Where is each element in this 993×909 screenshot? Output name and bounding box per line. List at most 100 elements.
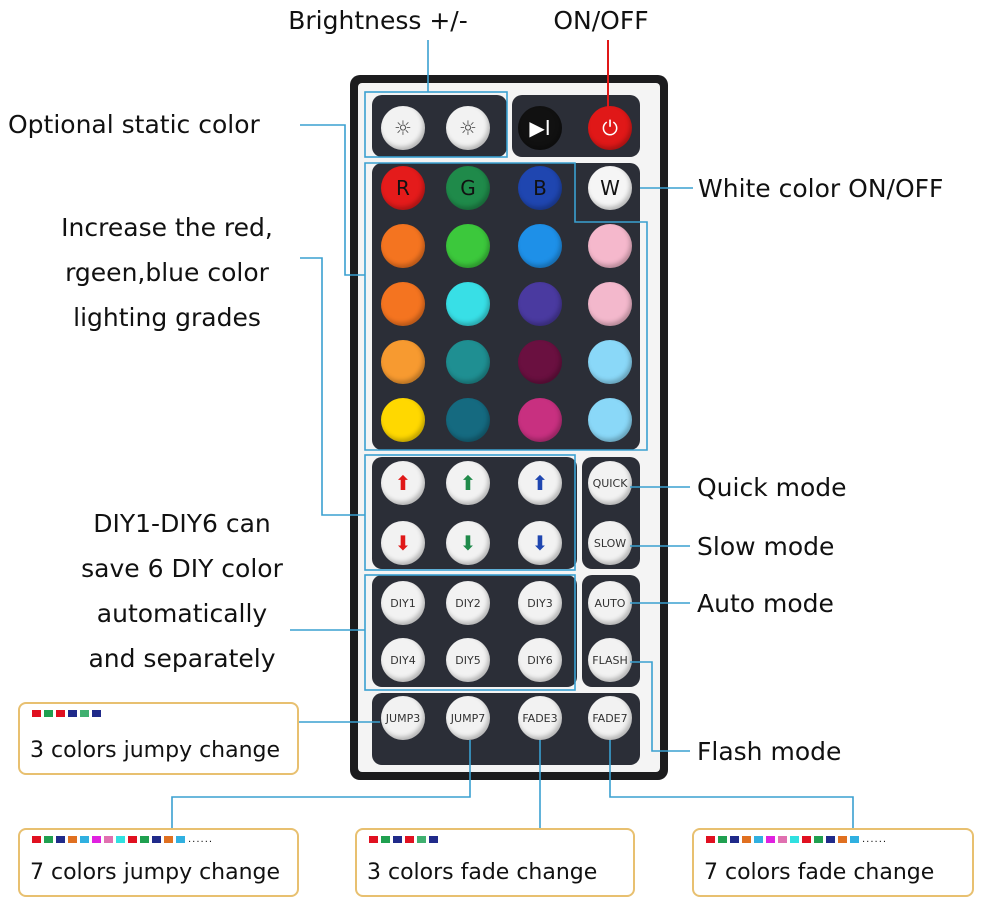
color-swatch xyxy=(56,710,65,717)
green-up-button[interactable]: ⬆ xyxy=(446,461,490,505)
color-swatch xyxy=(44,836,53,843)
c16-button[interactable] xyxy=(588,398,632,442)
blue-down-button[interactable]: ⬇ xyxy=(518,521,562,565)
color-swatch xyxy=(92,710,101,717)
box-text: 7 colors jumpy change xyxy=(30,860,281,885)
c4-button[interactable] xyxy=(588,224,632,268)
c2-button[interactable] xyxy=(446,224,490,268)
onoff-label: ON/OFF xyxy=(553,6,649,35)
color-swatch xyxy=(116,836,125,843)
green-button[interactable]: G xyxy=(446,166,490,210)
red-button[interactable]: R xyxy=(381,166,425,210)
green-down-button[interactable]: ⬇ xyxy=(446,521,490,565)
color-swatch xyxy=(405,836,414,843)
c15-button[interactable] xyxy=(518,398,562,442)
diy-label-1: DIY1-DIY6 can xyxy=(93,509,271,538)
color-swatch xyxy=(140,836,149,843)
increase-label-3: lighting grades xyxy=(73,303,261,332)
color-swatch xyxy=(32,836,41,843)
color-swatch xyxy=(850,836,859,843)
color-swatch xyxy=(32,710,41,717)
color-swatch xyxy=(838,836,847,843)
c10-button[interactable] xyxy=(446,340,490,384)
color-swatch xyxy=(92,836,101,843)
blue-up-button[interactable]: ⬆ xyxy=(518,461,562,505)
blue-button[interactable]: B xyxy=(518,166,562,210)
c6-button[interactable] xyxy=(446,282,490,326)
color-swatch xyxy=(44,710,53,717)
color-swatch xyxy=(80,710,89,717)
color-swatch xyxy=(790,836,799,843)
brightness-down-button[interactable]: ☼ xyxy=(446,106,490,150)
auto-label: Auto mode xyxy=(697,589,834,618)
diy4-button[interactable]: DIY4 xyxy=(381,638,425,682)
diy-label-2: save 6 DIY color xyxy=(81,554,283,583)
diy3-button[interactable]: DIY3 xyxy=(518,581,562,625)
brightness-up-button[interactable]: ☼ xyxy=(381,106,425,150)
fade3-button[interactable]: FADE3 xyxy=(518,696,562,740)
color-swatch xyxy=(56,836,65,843)
color-swatch xyxy=(429,836,438,843)
slow-label: Slow mode xyxy=(697,532,835,561)
diy-label-4: and separately xyxy=(88,644,276,673)
c14-button[interactable] xyxy=(446,398,490,442)
box-3-colors-jumpy: 3 colors jumpy change xyxy=(18,702,299,775)
remote-control: ☼ ☼ ▶I ⏻ R G B W ⬆ ⬆ ⬆ QUICK ⬇ ⬇ ⬇ SLOW DIY1 DIY2 DIY3 AUTO… xyxy=(350,75,668,780)
color-swatch xyxy=(68,836,77,843)
color-swatch xyxy=(742,836,751,843)
white-label: White color ON/OFF xyxy=(698,174,944,203)
color-swatch xyxy=(80,836,89,843)
flash-label: Flash mode xyxy=(697,737,842,766)
color-swatch xyxy=(778,836,787,843)
c9-button[interactable] xyxy=(381,340,425,384)
color-swatch xyxy=(802,836,811,843)
color-swatch xyxy=(381,836,390,843)
color-swatch xyxy=(706,836,715,843)
quick-label: Quick mode xyxy=(697,473,847,502)
c12-button[interactable] xyxy=(588,340,632,384)
diy5-button[interactable]: DIY5 xyxy=(446,638,490,682)
red-up-button[interactable]: ⬆ xyxy=(381,461,425,505)
auto-button[interactable]: AUTO xyxy=(588,581,632,625)
power-button[interactable]: ⏻ xyxy=(588,106,632,150)
swatch-strip: ...... xyxy=(706,834,888,845)
color-swatch xyxy=(104,836,113,843)
diy2-button[interactable]: DIY2 xyxy=(446,581,490,625)
c11-button[interactable] xyxy=(518,340,562,384)
diy1-button[interactable]: DIY1 xyxy=(381,581,425,625)
more-dots: ...... xyxy=(862,834,888,845)
increase-label-1: Increase the red, xyxy=(61,213,273,242)
c13-button[interactable] xyxy=(381,398,425,442)
box-7-colors-fade: ...... 7 colors fade change xyxy=(692,828,974,897)
color-swatch xyxy=(176,836,185,843)
slow-button[interactable]: SLOW xyxy=(588,521,632,565)
color-swatch xyxy=(766,836,775,843)
box-7-colors-jumpy: ...... 7 colors jumpy change xyxy=(18,828,299,897)
color-swatch xyxy=(730,836,739,843)
color-swatch xyxy=(128,836,137,843)
fade7-button[interactable]: FADE7 xyxy=(588,696,632,740)
color-swatch xyxy=(68,710,77,717)
box-text: 3 colors fade change xyxy=(367,860,598,885)
diy6-button[interactable]: DIY6 xyxy=(518,638,562,682)
c3-button[interactable] xyxy=(518,224,562,268)
more-dots: ...... xyxy=(188,834,214,845)
brightness-label: Brightness +/- xyxy=(288,6,468,35)
c7-button[interactable] xyxy=(518,282,562,326)
c1-button[interactable] xyxy=(381,224,425,268)
c8-button[interactable] xyxy=(588,282,632,326)
jump3-button[interactable]: JUMP3 xyxy=(381,696,425,740)
jump7-button[interactable]: JUMP7 xyxy=(446,696,490,740)
increase-label-2: rgeen,blue color xyxy=(65,258,269,287)
swatch-strip xyxy=(32,710,101,717)
color-swatch xyxy=(393,836,402,843)
white-button[interactable]: W xyxy=(588,166,632,210)
swatch-strip xyxy=(369,836,438,843)
swatch-strip: ...... xyxy=(32,834,214,845)
play-pause-button[interactable]: ▶I xyxy=(518,106,562,150)
quick-button[interactable]: QUICK xyxy=(588,461,632,505)
red-down-button[interactable]: ⬇ xyxy=(381,521,425,565)
flash-button[interactable]: FLASH xyxy=(588,638,632,682)
c5-button[interactable] xyxy=(381,282,425,326)
diy-label-3: automatically xyxy=(96,599,268,628)
